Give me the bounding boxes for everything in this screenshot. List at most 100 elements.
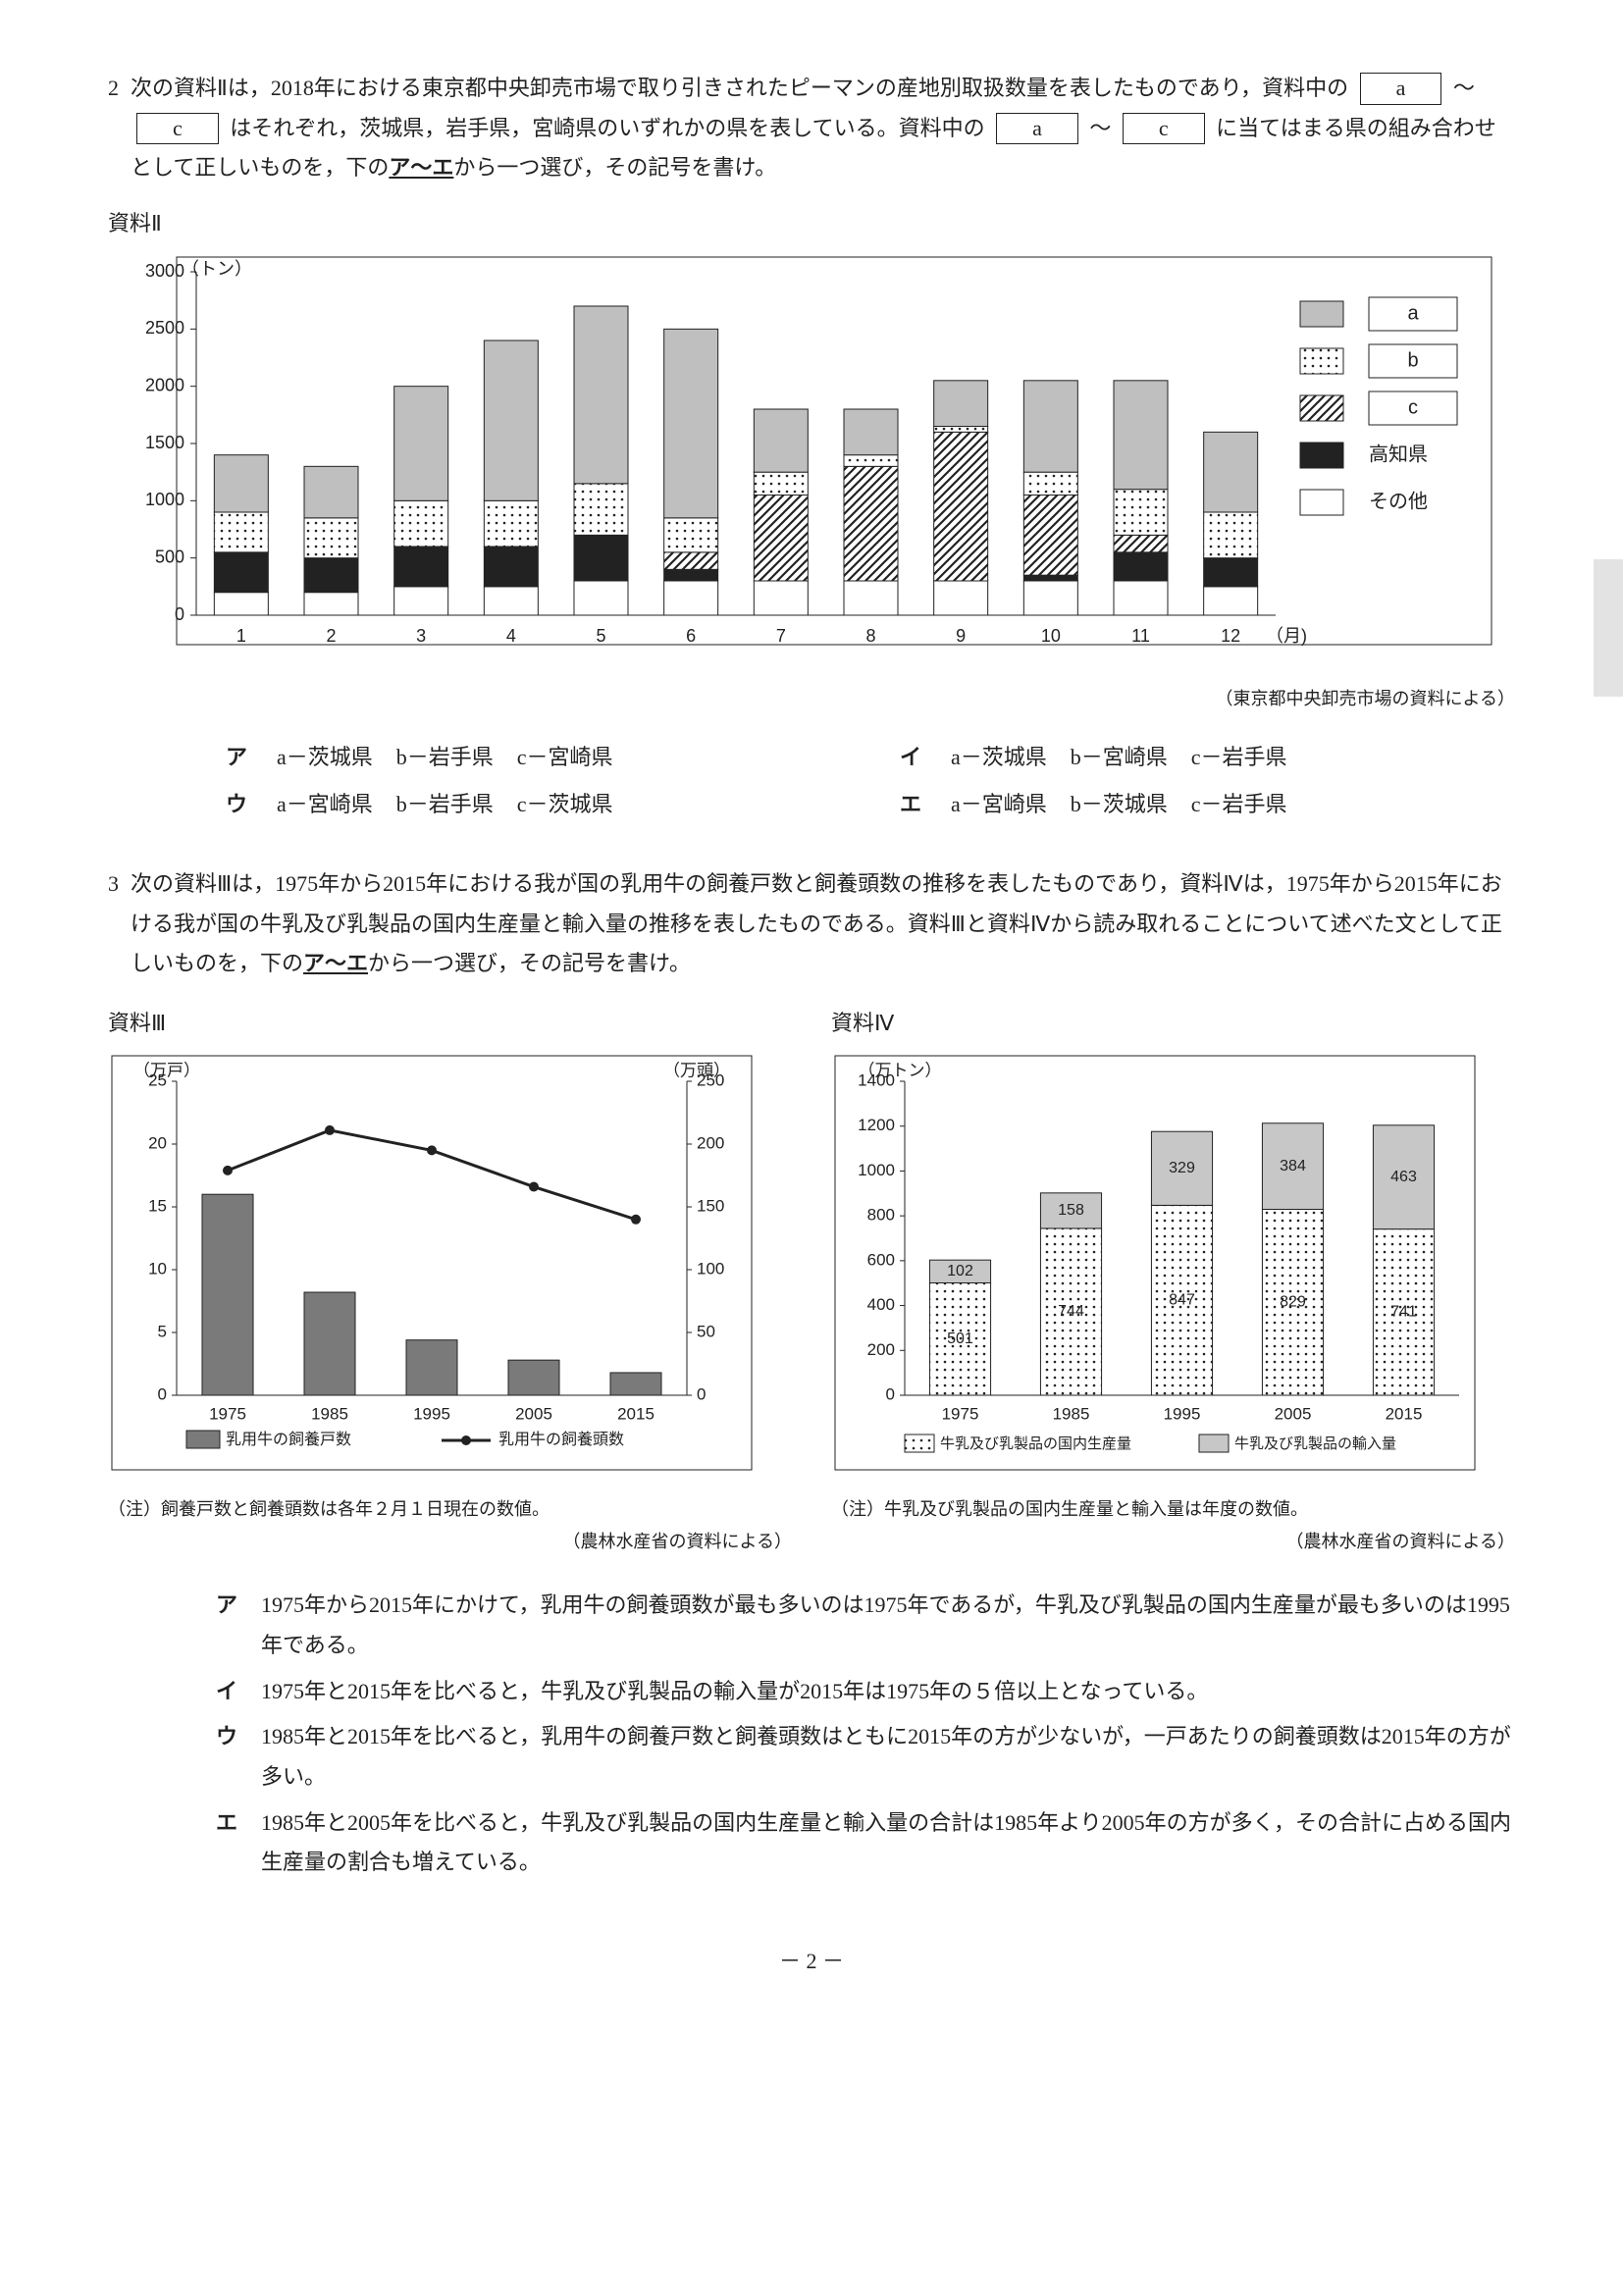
svg-text:2005: 2005: [1275, 1404, 1312, 1423]
svg-text:384: 384: [1280, 1158, 1306, 1174]
choice-part: b－岩手県: [396, 785, 494, 825]
svg-text:20: 20: [148, 1133, 167, 1152]
choice-エ[interactable]: エ a－宮崎県 b－茨城県 c－岩手県: [900, 785, 1515, 825]
svg-text:0: 0: [697, 1384, 706, 1403]
svg-text:744: 744: [1058, 1303, 1084, 1320]
q3-bu: ア～エ: [303, 951, 368, 975]
svg-text:1000: 1000: [145, 490, 184, 509]
choice-part: c－茨城県: [517, 785, 613, 825]
svg-text:25: 25: [148, 1070, 167, 1089]
q3-t2: から一つ選び，その記号を書け。: [368, 951, 691, 975]
choice-part: c－岩手県: [1191, 738, 1287, 778]
option-エ[interactable]: エ1985年と2005年を比べると，牛乳及び乳製品の国内生産量と輸入量の合計は1…: [216, 1803, 1515, 1883]
svg-text:牛乳及び乳製品の国内生産量: 牛乳及び乳製品の国内生産量: [940, 1435, 1131, 1452]
option-ウ[interactable]: ウ1985年と2015年を比べると，乳用牛の飼養戸数と飼養頭数はともに2015年…: [216, 1717, 1515, 1797]
chart2: （トン）050010001500200025003000123456789101…: [108, 252, 1515, 716]
svg-text:c: c: [1408, 396, 1418, 418]
svg-text:1200: 1200: [858, 1116, 895, 1134]
option-イ[interactable]: イ1975年と2015年を比べると，牛乳及び乳製品の輸入量が2015年は1975…: [216, 1672, 1515, 1712]
svg-text:5: 5: [596, 626, 605, 646]
svg-text:10: 10: [1041, 626, 1061, 646]
svg-text:9: 9: [956, 626, 966, 646]
svg-text:1: 1: [236, 626, 246, 646]
svg-text:その他: その他: [1369, 490, 1428, 512]
chart4-label: 資料Ⅳ: [831, 1004, 1515, 1044]
svg-text:7: 7: [776, 626, 786, 646]
svg-text:5: 5: [158, 1322, 167, 1340]
svg-text:2015: 2015: [617, 1404, 654, 1423]
svg-text:乳用牛の飼養頭数: 乳用牛の飼養頭数: [498, 1431, 624, 1448]
q2-text: 次の資料Ⅱは，2018年における東京都中央卸売市場で取り引きされたピーマンの産地…: [131, 69, 1515, 188]
svg-text:2: 2: [326, 626, 336, 646]
choice-key: エ: [900, 785, 927, 825]
q3-text: 次の資料Ⅲは，1975年から2015年における我が国の乳用牛の飼養戸数と飼養頭数…: [131, 864, 1515, 984]
svg-text:0: 0: [175, 604, 184, 624]
svg-text:1995: 1995: [413, 1404, 450, 1423]
svg-text:3000: 3000: [145, 261, 184, 281]
svg-text:2000: 2000: [145, 375, 184, 394]
svg-text:463: 463: [1390, 1169, 1417, 1185]
svg-text:250: 250: [697, 1070, 724, 1089]
svg-text:a: a: [1407, 302, 1419, 324]
svg-text:10: 10: [148, 1259, 167, 1278]
choice-part: b－宮崎県: [1071, 738, 1168, 778]
svg-text:800: 800: [867, 1205, 895, 1224]
svg-text:12: 12: [1221, 626, 1240, 646]
svg-text:（トン）: （トン）: [182, 259, 252, 279]
choice-part: a－茨城県: [277, 738, 373, 778]
svg-text:400: 400: [867, 1295, 895, 1314]
svg-text:200: 200: [697, 1133, 724, 1152]
q3: 3 次の資料Ⅲは，1975年から2015年における我が国の乳用牛の飼養戸数と飼養…: [108, 864, 1515, 984]
svg-text:11: 11: [1131, 626, 1150, 646]
choice-part: c－岩手県: [1191, 785, 1287, 825]
choice-part: a－宮崎県: [277, 785, 373, 825]
svg-text:0: 0: [886, 1384, 895, 1403]
svg-text:501: 501: [947, 1331, 973, 1347]
choice-ウ[interactable]: ウa－宮崎県b－岩手県c－茨城県: [226, 785, 841, 825]
choice-イ[interactable]: イa－茨城県b－宮崎県c－岩手県: [900, 738, 1515, 778]
chart2-label: 資料Ⅱ: [108, 204, 1515, 244]
q2: 2 次の資料Ⅱは，2018年における東京都中央卸売市場で取り引きされたピーマンの…: [108, 69, 1515, 188]
svg-text:2015: 2015: [1386, 1404, 1423, 1423]
svg-text:乳用牛の飼養戸数: 乳用牛の飼養戸数: [226, 1431, 351, 1448]
svg-text:0: 0: [158, 1384, 167, 1403]
choice-part: b－岩手県: [396, 738, 494, 778]
svg-text:102: 102: [947, 1263, 973, 1279]
chart3-source: （農林水産省の資料による）: [108, 1526, 792, 1558]
svg-text:1995: 1995: [1164, 1404, 1201, 1423]
svg-text:1400: 1400: [858, 1070, 895, 1089]
side-tab: [1594, 559, 1623, 697]
q3-options: ア1975年から2015年にかけて，乳用牛の飼養頭数が最も多いのは1975年であ…: [216, 1586, 1515, 1883]
svg-text:牛乳及び乳製品の輸入量: 牛乳及び乳製品の輸入量: [1234, 1435, 1396, 1452]
svg-text:1975: 1975: [209, 1404, 246, 1423]
q2-choices: アa－茨城県b－岩手県c－宮崎県イa－茨城県b－宮崎県c－岩手県ウa－宮崎県b－…: [226, 738, 1515, 825]
option-text: 1985年と2015年を比べると，乳用牛の飼養戸数と飼養頭数はともに2015年の…: [261, 1717, 1515, 1797]
choice-part: b－茨城県: [1071, 785, 1168, 825]
svg-text:600: 600: [867, 1250, 895, 1269]
q2-bu: ア～エ: [389, 155, 453, 180]
svg-text:3: 3: [416, 626, 426, 646]
choice-ア[interactable]: ア a－茨城県 b－岩手県 c－宮崎県: [226, 738, 841, 778]
q2-t4: から一つ選び，その記号を書け。: [453, 155, 776, 180]
blank-a: a: [1360, 73, 1442, 105]
chart4: （万トン）02004006008001000120014005011021975…: [831, 1052, 1515, 1558]
q2-t2: はそれぞれ，茨城県，岩手県，宮崎県のいずれかの県を表している。資料中の: [230, 116, 984, 140]
q2-number: 2: [108, 69, 119, 188]
choice-key: ア: [226, 738, 253, 778]
svg-text:1500: 1500: [145, 433, 184, 452]
choice-part: c－宮崎県: [517, 738, 613, 778]
option-text: 1975年から2015年にかけて，乳用牛の飼養頭数が最も多いのは1975年である…: [261, 1586, 1515, 1665]
svg-text:100: 100: [697, 1259, 724, 1278]
svg-text:200: 200: [867, 1340, 895, 1359]
option-ア[interactable]: ア1975年から2015年にかけて，乳用牛の飼養頭数が最も多いのは1975年であ…: [216, 1586, 1515, 1665]
svg-text:4: 4: [506, 626, 516, 646]
svg-text:（月): （月): [1266, 626, 1307, 646]
chart4-note: （注）牛乳及び乳製品の国内生産量と輸入量は年度の数値。: [831, 1499, 1308, 1519]
svg-text:6: 6: [686, 626, 696, 646]
chart3-note: （注）飼養戸数と飼養頭数は各年２月１日現在の数値。: [108, 1499, 550, 1519]
svg-text:1975: 1975: [942, 1404, 979, 1423]
svg-text:1985: 1985: [311, 1404, 348, 1423]
choice-part: a－宮崎県: [951, 785, 1047, 825]
blank-a2: a: [996, 113, 1078, 145]
svg-text:1000: 1000: [858, 1161, 895, 1179]
